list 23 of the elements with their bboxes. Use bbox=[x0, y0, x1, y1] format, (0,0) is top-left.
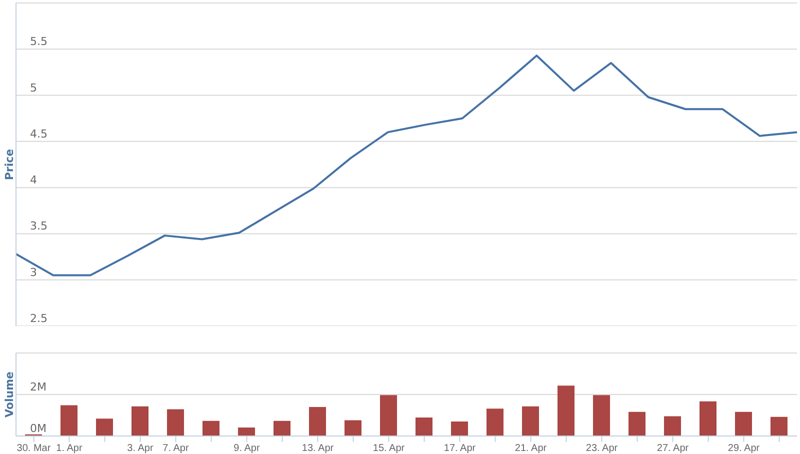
x-tick-label: 29. Apr bbox=[728, 443, 760, 454]
y-tick-label: 5 bbox=[30, 81, 37, 94]
x-tick-label: 30. Mar bbox=[16, 443, 52, 454]
x-tick-label: 13. Apr bbox=[302, 443, 334, 454]
x-tick-label: 3. Apr bbox=[127, 443, 154, 454]
x-tick-label: 9. Apr bbox=[234, 443, 260, 454]
x-tick-label: 15. Apr bbox=[372, 443, 406, 454]
y-tick-label: 5.5 bbox=[30, 35, 48, 48]
x-tick-label: 17. Apr bbox=[444, 443, 476, 454]
y-tick-label: 4.5 bbox=[30, 127, 48, 140]
y-tick-label: 4 bbox=[30, 174, 37, 187]
x-tick-label: 27. Apr bbox=[656, 443, 690, 454]
y-axis-title: Volume bbox=[2, 372, 16, 418]
y-axis-title: Price bbox=[2, 148, 16, 180]
x-tick-label: 1. Apr bbox=[56, 443, 83, 454]
y-tick-label: 2M bbox=[30, 380, 46, 394]
y-tick-label: 3.5 bbox=[30, 220, 48, 233]
x-tick-label: 21. Apr bbox=[514, 443, 548, 454]
x-tick-label: 7. Apr bbox=[162, 443, 190, 454]
y-tick-label: 3 bbox=[30, 266, 37, 279]
x-tick-label: 23. Apr bbox=[586, 443, 618, 454]
y-tick-label: 2.5 bbox=[30, 312, 48, 325]
y-tick-label: 0M bbox=[30, 422, 46, 435]
